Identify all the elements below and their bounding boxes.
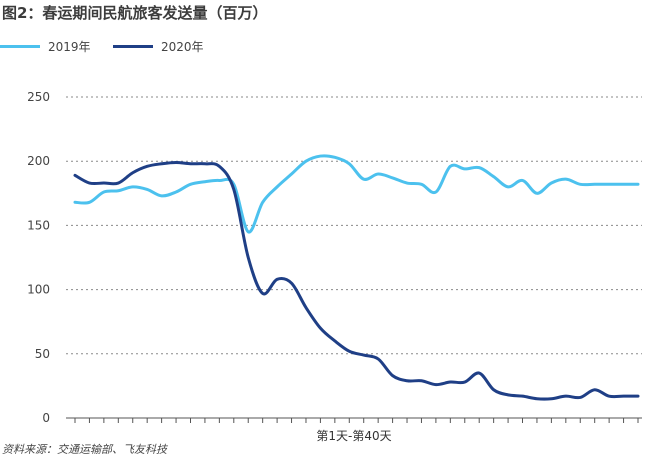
legend-label-2020: 2020年 <box>161 40 204 54</box>
chart-title: 图2：春运期间民航旅客发送量（百万） <box>2 4 268 22</box>
y-tick-label-50: 50 <box>35 347 50 361</box>
legend-item-2019: 2019年 <box>0 38 91 55</box>
series-line-2020 <box>73 160 640 401</box>
source-note: 资料来源：交通运输部、飞友科技 <box>2 443 167 456</box>
series-line-2019 <box>73 154 640 234</box>
legend-swatch-2019 <box>0 45 40 48</box>
legend-label-2019: 2019年 <box>48 40 91 54</box>
y-tick-label-100: 100 <box>27 283 50 297</box>
y-tick-label-200: 200 <box>27 154 50 168</box>
x-axis-label: 第1天-第40天 <box>316 429 391 443</box>
y-tick-label-0: 0 <box>42 411 50 425</box>
y-tick-label-150: 150 <box>27 218 50 232</box>
legend-swatch-2020 <box>113 45 153 48</box>
y-tick-label-250: 250 <box>27 90 50 104</box>
legend-item-2020: 2020年 <box>113 38 204 55</box>
